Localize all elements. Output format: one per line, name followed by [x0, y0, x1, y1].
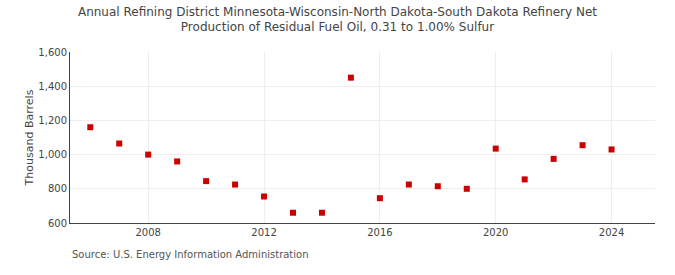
svg-text:800: 800: [48, 183, 67, 194]
svg-text:600: 600: [48, 218, 67, 229]
svg-text:Annual Refining District Minne: Annual Refining District Minnesota-Wisco…: [78, 5, 597, 35]
svg-text:2012: 2012: [251, 227, 276, 238]
svg-text:1,600: 1,600: [38, 47, 67, 58]
svg-text:2020: 2020: [483, 227, 508, 238]
svg-text:1,000: 1,000: [38, 149, 67, 160]
svg-text:Source: U.S. Energy Informatio: Source: U.S. Energy Information Administ…: [72, 249, 309, 260]
svg-text:1,400: 1,400: [38, 81, 67, 92]
svg-text:2024: 2024: [599, 227, 624, 238]
svg-text:2008: 2008: [135, 227, 160, 238]
svg-text:1,200: 1,200: [38, 115, 67, 126]
svg-text:Thousand Barrels: Thousand Barrels: [23, 89, 36, 186]
svg-text:2016: 2016: [367, 227, 392, 238]
